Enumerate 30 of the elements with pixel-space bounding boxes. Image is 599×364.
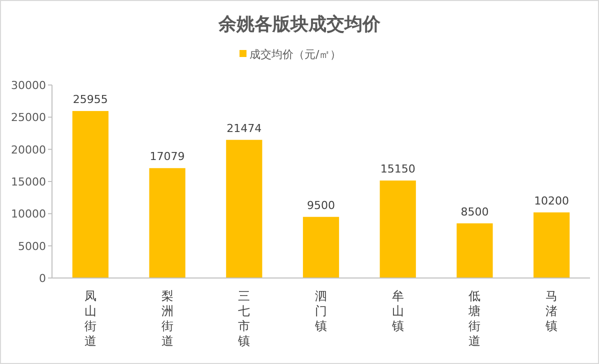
y-tick-label: 5000 <box>18 240 46 253</box>
legend-label: 成交均价（元/㎡） <box>250 48 342 61</box>
data-label: 9500 <box>307 198 335 212</box>
bar <box>149 168 186 278</box>
y-tick-label: 10000 <box>11 208 46 221</box>
bar <box>302 216 340 278</box>
x-tick-label: 梨洲街道 <box>161 289 174 348</box>
y-tick-label: 0 <box>39 272 46 285</box>
y-tick-label: 30000 <box>11 79 46 92</box>
data-label: 15150 <box>380 162 416 176</box>
x-tick-label: 泗门镇 <box>314 289 327 333</box>
x-tick-label: 牟山镇 <box>390 289 404 333</box>
data-label: 21474 <box>226 122 262 135</box>
x-tick-label: 马渚镇 <box>544 289 558 333</box>
y-tick-label: 15000 <box>11 176 46 188</box>
x-tick-label: 凤山街道 <box>84 289 96 348</box>
x-tick-label: 三七市镇 <box>237 289 250 348</box>
data-label: 17079 <box>150 150 185 164</box>
y-tick-label: 25000 <box>11 111 46 124</box>
bar <box>534 212 570 278</box>
data-label: 8500 <box>460 205 489 218</box>
bar <box>72 111 108 278</box>
data-label: 10200 <box>534 194 570 208</box>
x-tick-label: 低塘街道 <box>468 289 481 348</box>
data-label: 25955 <box>72 93 108 106</box>
bar <box>380 180 416 278</box>
y-tick-label: 20000 <box>11 143 46 156</box>
bar <box>226 140 262 278</box>
chart-title: 余姚各版块成交均价 <box>218 14 382 35</box>
bar <box>456 223 493 278</box>
